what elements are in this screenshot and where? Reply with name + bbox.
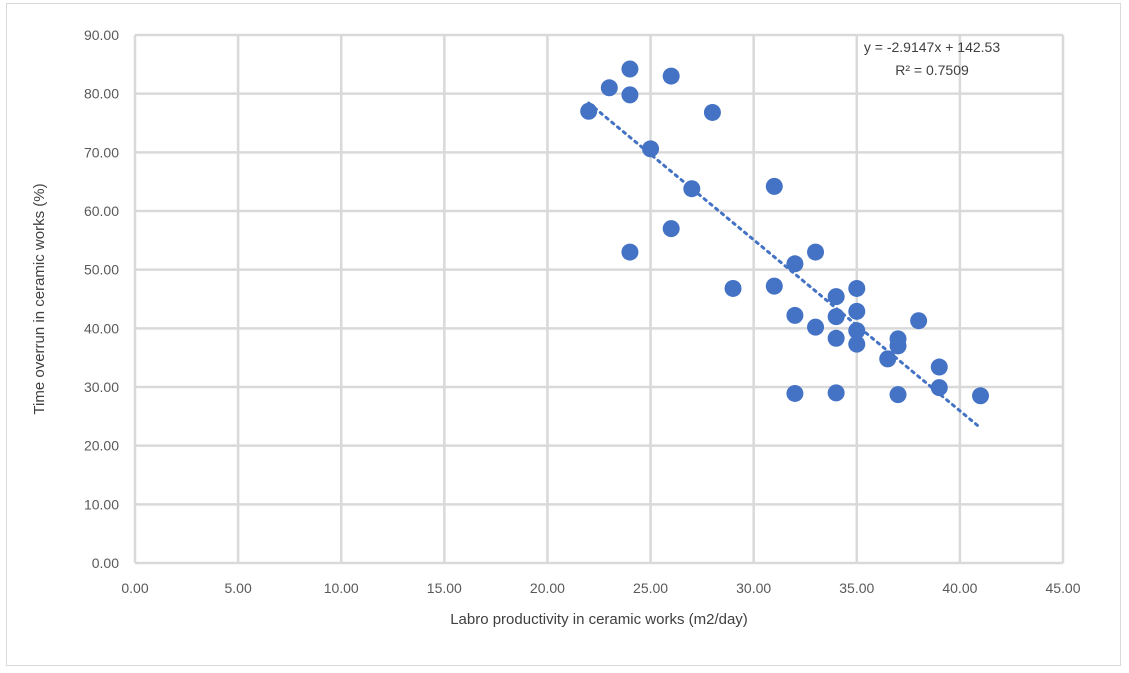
- data-point: [786, 384, 804, 402]
- data-point: [848, 335, 866, 353]
- data-point: [930, 379, 948, 397]
- y-tick-label: 80.00: [84, 86, 119, 102]
- data-point: [930, 358, 948, 376]
- data-point: [786, 306, 804, 324]
- y-tick-label: 50.00: [84, 262, 119, 278]
- y-tick-label: 10.00: [84, 496, 119, 512]
- y-tick-label: 90.00: [84, 27, 119, 43]
- x-tick-label: 20.00: [530, 580, 565, 596]
- trendline: [587, 101, 983, 430]
- x-axis-title: Labro productivity in ceramic works (m2/…: [450, 611, 748, 628]
- trendline-r2: R² = 0.7509: [895, 62, 969, 78]
- data-point: [807, 318, 825, 336]
- data-point: [848, 322, 866, 340]
- x-tick-label: 5.00: [224, 580, 251, 596]
- x-tick-label: 40.00: [942, 580, 977, 596]
- data-point: [580, 102, 598, 120]
- chart-frame: [6, 3, 1121, 666]
- x-tick-label: 15.00: [427, 580, 462, 596]
- data-points: [580, 60, 990, 405]
- trendline-equation: y = -2.9147x + 142.53: [864, 39, 1000, 55]
- data-point: [724, 279, 742, 297]
- data-point: [889, 337, 907, 355]
- x-tick-label: 0.00: [121, 580, 148, 596]
- data-point: [827, 329, 845, 347]
- x-tick-label: 35.00: [839, 580, 874, 596]
- data-point: [848, 279, 866, 297]
- data-point: [827, 288, 845, 306]
- data-point: [621, 243, 639, 261]
- y-tick-label: 70.00: [84, 144, 119, 160]
- data-point: [889, 386, 907, 404]
- data-point: [786, 255, 804, 273]
- x-tick-label: 25.00: [633, 580, 668, 596]
- y-axis-title: Time overrun in ceramic works (%): [31, 183, 48, 414]
- data-point: [972, 387, 990, 405]
- data-point: [765, 177, 783, 195]
- data-point: [642, 140, 660, 158]
- x-tick-label: 30.00: [736, 580, 771, 596]
- data-point: [879, 350, 897, 368]
- data-point: [910, 312, 928, 330]
- tick-labels: 0.00 5.00 10.00 15.00 20.00 25.00 30.00 35.00 40…: [84, 27, 1081, 596]
- data-point: [827, 384, 845, 402]
- data-point: [621, 86, 639, 104]
- data-point: [621, 60, 639, 78]
- data-point: [600, 79, 618, 97]
- data-point: [662, 220, 680, 238]
- data-point: [827, 308, 845, 326]
- data-point: [848, 302, 866, 320]
- data-point: [662, 67, 680, 85]
- x-tick-label: 45.00: [1045, 580, 1080, 596]
- data-point: [765, 277, 783, 295]
- data-point: [683, 180, 701, 198]
- y-tick-label: 30.00: [84, 379, 119, 395]
- grid: [133, 33, 1065, 565]
- y-tick-label: 0.00: [92, 555, 119, 571]
- y-tick-label: 20.00: [84, 438, 119, 454]
- trendline-line: [587, 101, 983, 430]
- x-tick-label: 10.00: [324, 580, 359, 596]
- y-tick-label: 40.00: [84, 320, 119, 336]
- y-tick-label: 60.00: [84, 203, 119, 219]
- data-point: [807, 243, 825, 261]
- data-point: [703, 103, 721, 121]
